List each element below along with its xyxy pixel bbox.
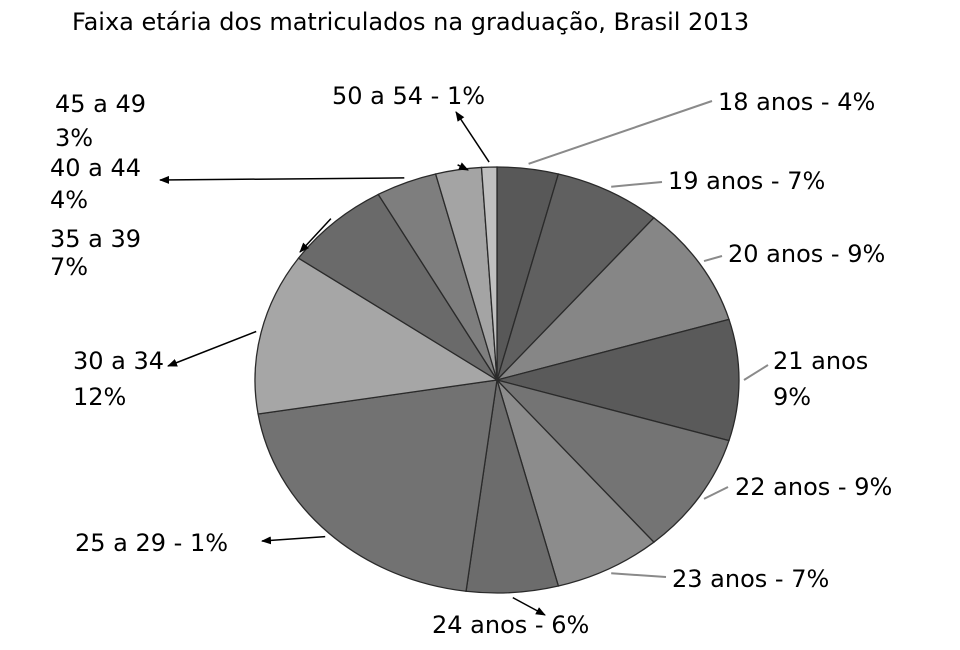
slice-label-23-anos: 23 anos - 7% <box>672 565 829 593</box>
slice-label-40-a-44-line-1: 40 a 44 <box>50 154 141 182</box>
slice-labels: 18 anos - 4% 19 anos - 7% 20 anos - 9% 21 a… <box>50 82 892 639</box>
slice-label-18-anos: 18 anos - 4% <box>718 88 875 116</box>
slice-label-45-a-49-line-1: 45 a 49 <box>55 90 146 118</box>
slice-label-50-a-54: 50 a 54 - 1% <box>332 82 485 110</box>
slice-label-19-anos: 19 anos - 7% <box>668 167 825 195</box>
slice-label-22-anos: 22 anos - 9% <box>735 473 892 501</box>
leader-line-25-a-29 <box>261 535 326 545</box>
leader-line-19-anos <box>611 181 663 188</box>
leader-line-23-anos <box>611 572 667 578</box>
leader-line-21-anos <box>743 364 769 381</box>
leader-line-18-anos <box>528 100 713 165</box>
slice-label-25-a-29: 25 a 29 - 1% <box>75 529 228 557</box>
leader-line-40-a-44 <box>159 175 405 184</box>
leader-line-30-a-34 <box>167 330 257 367</box>
chart-title: Faixa etária dos matriculados na graduaç… <box>72 8 749 36</box>
leader-line-22-anos <box>703 486 729 500</box>
pie-slice-19-anos <box>496 173 655 381</box>
pie-slice-22-anos <box>494 378 730 544</box>
slice-label-35-a-39-line-1: 35 a 39 <box>50 225 141 253</box>
slice-label-21-anos-line-2: 9% <box>773 383 811 411</box>
pie-slice-35-a-39 <box>297 193 498 381</box>
leader-line-50-a-54 <box>455 111 490 163</box>
leader-line-35-a-39 <box>299 218 332 253</box>
slice-label-35-a-39-line-2: 7% <box>50 253 88 281</box>
slice-label-40-a-44-line-2: 4% <box>50 186 88 214</box>
leader-line-45-a-49 <box>457 162 469 171</box>
leader-line-24-anos <box>512 596 546 616</box>
leader-line-20-anos <box>703 255 723 263</box>
pie-slice-23-anos <box>496 379 655 587</box>
slice-label-24-anos: 24 anos - 6% <box>432 611 589 639</box>
leader-lines <box>159 100 769 616</box>
pie-slice-20-anos <box>494 216 730 382</box>
slice-label-30-a-34-line-2: 12% <box>73 383 126 411</box>
pie-slices <box>254 166 740 594</box>
pie-slice-30-a-34 <box>254 257 499 415</box>
pie-slice-50-a-54 <box>480 166 498 381</box>
pie-slice-25-a-29 <box>257 379 498 592</box>
slice-label-30-a-34-line-1: 30 a 34 <box>73 347 164 375</box>
slice-label-21-anos-line-1: 21 anos <box>773 347 868 375</box>
pie-slice-21-anos <box>494 318 740 442</box>
slice-label-45-a-49-line-2: 3% <box>55 124 93 152</box>
slice-label-20-anos: 20 anos - 9% <box>728 240 885 268</box>
